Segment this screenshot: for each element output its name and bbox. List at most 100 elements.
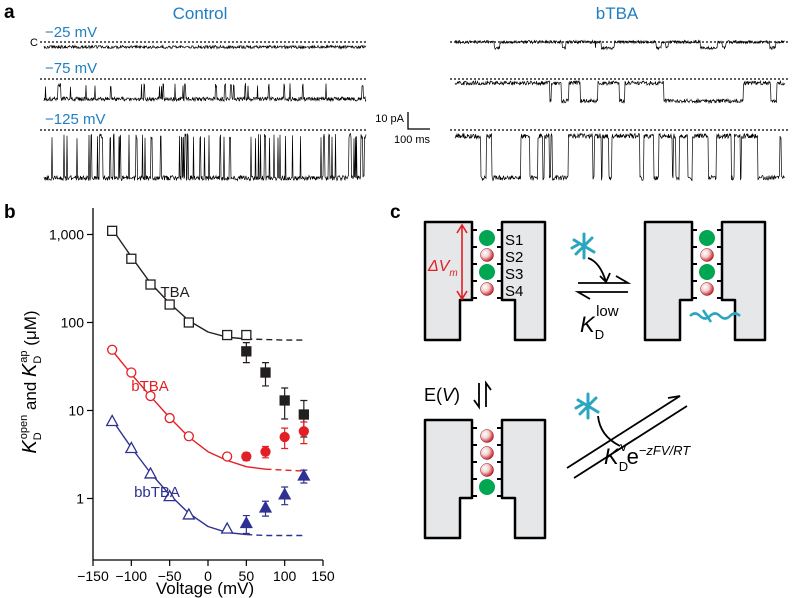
condition-title: Control — [173, 4, 228, 23]
label-part: D — [595, 327, 604, 342]
data-point — [107, 344, 118, 355]
channel-wall — [423, 220, 474, 342]
equilibrium-arrows — [574, 257, 632, 300]
label-part: m — [449, 268, 457, 279]
data-point — [143, 466, 158, 479]
data-point — [241, 451, 252, 462]
channel-wall — [500, 418, 547, 540]
site-label: S1 — [505, 232, 523, 249]
label-part: v — [620, 439, 627, 454]
kd-voltage: KDve−zFV/RT — [604, 439, 691, 474]
potassium-ion — [480, 446, 494, 460]
label-part: V — [442, 385, 456, 405]
data-point — [145, 279, 156, 290]
scale-bar — [407, 112, 430, 130]
label-part: e — [627, 444, 639, 469]
label-part: K — [580, 312, 596, 337]
scale-current: 10 pA — [375, 113, 404, 125]
data-point — [298, 409, 309, 420]
data-point — [298, 426, 309, 437]
label-part: −zFV/RT — [639, 443, 691, 458]
data-point — [182, 507, 196, 520]
panel-label: b — [4, 202, 16, 223]
y-axis-label: KDopen and KDap (μM) — [18, 310, 44, 453]
series-label: bbTBA — [134, 484, 180, 501]
label-part: D — [619, 459, 628, 474]
water-site — [699, 264, 715, 280]
fit-extrapolation — [246, 533, 304, 537]
site-label: S2 — [505, 249, 523, 266]
gating-label: E(V) — [424, 385, 460, 405]
x-tick-label: 150 — [311, 568, 335, 584]
water-site — [479, 479, 495, 495]
panel-label: a — [4, 2, 15, 23]
y-label-part: D — [32, 356, 44, 364]
potassium-ion — [480, 282, 494, 296]
potential-arrow — [456, 223, 468, 301]
data-point — [297, 468, 311, 481]
equilibrium-arrows — [473, 380, 492, 410]
data-point — [222, 329, 233, 341]
current-trace — [43, 83, 367, 103]
current-trace — [43, 132, 367, 182]
panel-label: c — [390, 202, 401, 223]
site-label: S4 — [505, 283, 523, 300]
potassium-ion — [480, 429, 494, 443]
channel-wall — [720, 220, 767, 342]
data-point — [241, 329, 252, 341]
y-label-part: open — [18, 415, 30, 439]
membrane-potential: ΔVm — [427, 258, 458, 279]
water-site — [699, 230, 715, 246]
site-label: S3 — [505, 266, 523, 283]
blocker-icon — [570, 232, 596, 260]
current-trace — [454, 79, 786, 105]
label-part: E( — [424, 385, 442, 405]
potassium-ion — [480, 463, 494, 477]
plot: −150 −100 −50 0 50 100 150 1 10 100 1,000 TBA bTBA bb… — [49, 208, 335, 584]
channel-wall — [643, 220, 694, 342]
data-point — [164, 299, 175, 310]
y-label-part: ap — [18, 350, 30, 362]
bound-blocker — [689, 309, 741, 323]
series-label: bTBA — [131, 378, 169, 395]
water-site — [479, 264, 495, 280]
data-point — [258, 500, 273, 513]
current-traces — [43, 39, 786, 182]
label-part: ΔV — [427, 258, 451, 275]
voltage-label: −25 mV — [45, 24, 97, 41]
y-label-part: D — [32, 432, 44, 440]
data-point — [126, 253, 137, 264]
data-point — [279, 431, 290, 443]
y-tick-label: 1,000 — [49, 226, 84, 242]
data-point — [145, 390, 156, 402]
schematic — [423, 220, 767, 540]
data-point — [222, 451, 233, 462]
x-axis-label: Voltage (mV) — [156, 579, 254, 598]
potassium-ion — [480, 248, 494, 262]
data-point — [279, 395, 290, 406]
label-part: K — [604, 444, 620, 469]
data-point — [239, 516, 253, 529]
data-point — [107, 225, 118, 236]
potassium-ion — [700, 248, 714, 262]
fit-extrapolation — [265, 468, 304, 472]
kd-low: KDlow — [580, 303, 619, 342]
condition-title: bTBA — [596, 4, 639, 23]
water-site — [479, 230, 495, 246]
y-label-part: K — [19, 362, 41, 377]
scale-time: 100 ms — [394, 134, 431, 146]
y-tick-label: 100 — [61, 314, 85, 330]
y-label-part: (μM) — [21, 310, 40, 350]
x-tick-label: −150 — [77, 568, 109, 584]
data-point — [183, 317, 194, 328]
data-point — [278, 487, 292, 500]
x-tick-label: 0 — [204, 568, 212, 584]
x-tick-label: 100 — [273, 568, 297, 584]
data-point — [164, 412, 175, 424]
channel-wall — [423, 418, 474, 540]
blocker-icon — [574, 392, 600, 420]
y-label-part: and — [21, 377, 40, 415]
fit-line — [111, 419, 247, 536]
data-point — [220, 521, 234, 534]
label-part: low — [596, 303, 619, 320]
